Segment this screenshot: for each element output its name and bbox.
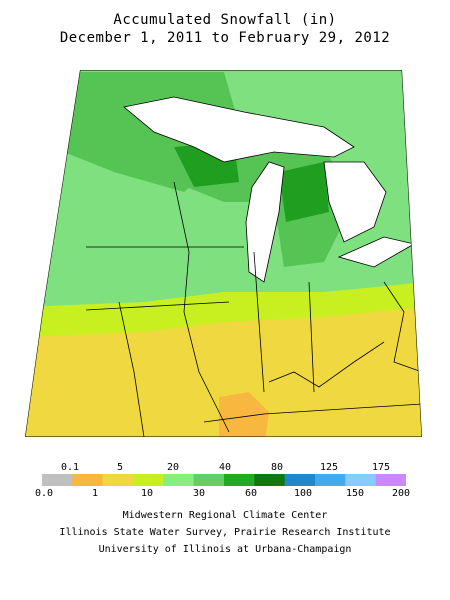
legend-swatch xyxy=(315,474,346,486)
legend-swatch xyxy=(163,474,195,486)
legend-top-label: 20 xyxy=(166,462,180,473)
lake-huron xyxy=(324,162,386,242)
legend-colorbar xyxy=(42,474,406,486)
legend-top-label: 125 xyxy=(319,462,339,473)
legend-swatch xyxy=(72,474,104,486)
legend-swatch xyxy=(375,474,406,486)
credit-line: University of Illinois at Urbana-Champai… xyxy=(98,544,352,555)
legend-swatch xyxy=(254,474,286,486)
legend-bottom-label: 150 xyxy=(345,488,365,499)
legend-swatch xyxy=(133,474,164,486)
legend-bottom-label: 60 xyxy=(244,488,258,499)
snowfall-band-very-high-lower-michigan xyxy=(279,162,329,222)
legend-swatch xyxy=(284,474,316,486)
snowfall-map xyxy=(25,70,422,437)
legend-swatch xyxy=(345,474,377,486)
legend-top-label: 5 xyxy=(116,462,124,473)
snowfall-band-very-low xyxy=(25,307,422,437)
legend-swatch xyxy=(224,474,255,486)
legend-top-label: 40 xyxy=(218,462,232,473)
legend-bottom-label: 30 xyxy=(192,488,206,499)
lake-michigan xyxy=(246,162,284,282)
legend-swatch xyxy=(193,474,225,486)
map-subtitle: December 1, 2011 to February 29, 2012 xyxy=(59,30,391,46)
map-title: Accumulated Snowfall (in) xyxy=(113,12,337,28)
credit-line: Midwestern Regional Climate Center xyxy=(122,510,328,521)
legend-swatch xyxy=(42,474,73,486)
legend-bottom-label: 200 xyxy=(391,488,411,499)
legend-top-label: 0.1 xyxy=(60,462,80,473)
state-borders xyxy=(85,181,422,437)
legend-top-label: 175 xyxy=(371,462,391,473)
snowfall-band-trace xyxy=(219,392,269,437)
credit-line: Illinois State Water Survey, Prairie Res… xyxy=(59,527,391,538)
legend-bottom-label: 100 xyxy=(293,488,313,499)
legend-bottom-label: 10 xyxy=(140,488,154,499)
lake-erie xyxy=(339,237,414,267)
map-frame xyxy=(25,70,422,437)
lake-superior xyxy=(124,97,354,162)
legend-swatch xyxy=(102,474,134,486)
legend-top-label: 80 xyxy=(270,462,284,473)
legend-bottom-label: 1 xyxy=(91,488,99,499)
legend-bottom-label: 0.0 xyxy=(34,488,54,499)
